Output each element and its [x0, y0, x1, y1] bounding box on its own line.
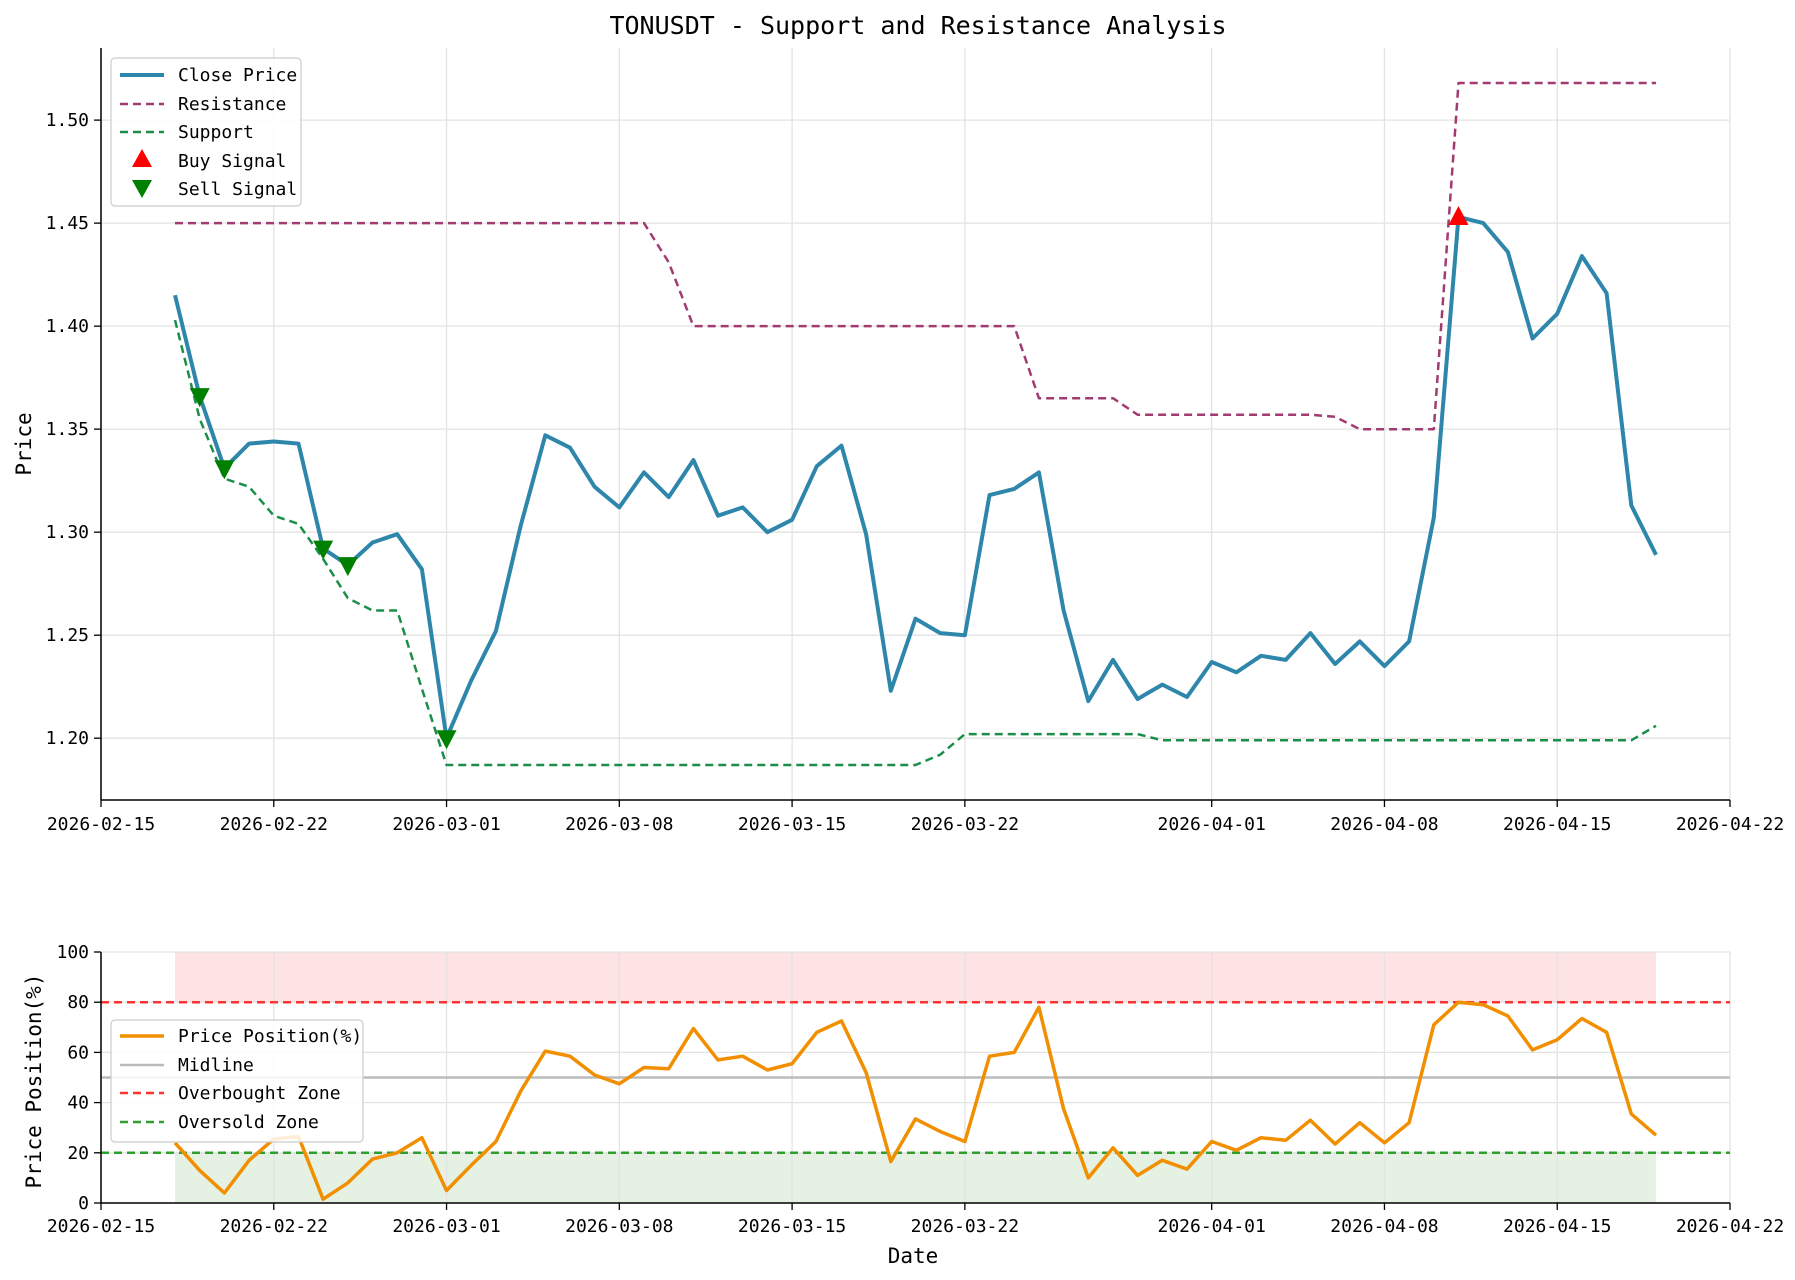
legend-price-position: Price Position(%): [178, 1026, 362, 1047]
legend-resistance: Resistance: [178, 94, 286, 115]
price-y-tick-label: 1.25: [46, 625, 89, 646]
position-y-axis-label: Price Position(%): [22, 974, 46, 1189]
price-y-axis-label: Price: [12, 412, 36, 475]
position-y-tick-label: 40: [67, 1093, 89, 1114]
legend-buy-signal: Buy Signal: [178, 151, 286, 172]
position-x-tick-label: 2026-03-08: [565, 1216, 673, 1237]
price-x-tick-label: 2026-04-01: [1157, 814, 1265, 835]
chart-title: TONUSDT - Support and Resistance Analysi…: [609, 11, 1226, 40]
price-y-tick-label: 1.35: [46, 419, 89, 440]
price-y-tick-label: 1.40: [46, 316, 89, 337]
price-x-tick-label: 2026-02-22: [220, 814, 328, 835]
sell-signal-marker: [337, 557, 358, 577]
sell-signal-marker: [313, 540, 334, 560]
legend-sell-signal: Sell Signal: [178, 179, 297, 200]
position-x-tick-label: 2026-04-01: [1157, 1216, 1265, 1237]
buy-signal-marker: [1448, 205, 1469, 225]
zone-band: [175, 952, 1656, 1003]
price-legend: Close Price Resistance Support Buy Signa…: [110, 57, 302, 207]
position-x-tick-label: 2026-04-15: [1503, 1216, 1611, 1237]
position-y-tick-label: 0: [78, 1193, 89, 1214]
price-x-tick-label: 2026-03-08: [565, 814, 673, 835]
position-legend: Price Position(%) Midline Overbought Zon…: [110, 1019, 364, 1143]
series-close-price: [173, 214, 1658, 741]
sell-signal-marker: [189, 388, 210, 408]
position-x-tick-label: 2026-03-01: [392, 1216, 500, 1237]
position-panel: 2026-02-15 2026-02-22 2026-03-01 2026-03-08…: [22, 942, 1784, 1268]
legend-sell-signal-icon: [132, 180, 152, 198]
signal-markers: [189, 205, 1469, 750]
price-x-tick-label: 2026-04-08: [1330, 814, 1438, 835]
price-x-tick-label: 2026-03-22: [911, 814, 1019, 835]
zone-band: [175, 1152, 1656, 1203]
price-y-tick-label: 1.20: [46, 728, 89, 749]
position-y-tick-label: 80: [67, 992, 89, 1013]
sell-signal-marker: [436, 730, 457, 750]
legend-close-price: Close Price: [178, 65, 297, 86]
price-x-tick-label: 2026-04-15: [1503, 814, 1611, 835]
price-x-tick-label: 2026-04-22: [1676, 814, 1784, 835]
position-x-tick-label: 2026-04-22: [1676, 1216, 1784, 1237]
position-x-tick-label: 2026-04-08: [1330, 1216, 1438, 1237]
position-x-tick-label: 2026-03-22: [911, 1216, 1019, 1237]
legend-buy-signal-icon: [132, 149, 152, 167]
series-resistance: [175, 81, 1656, 431]
price-axes: 2026-02-15 2026-02-22 2026-03-01 2026-03-08…: [46, 48, 1784, 835]
position-y-tick-label: 100: [56, 942, 89, 963]
position-series: [101, 1000, 1730, 1201]
position-axes: 2026-02-15 2026-02-22 2026-03-01 2026-03-08…: [47, 942, 1784, 1237]
position-x-tick-label: 2026-03-15: [738, 1216, 846, 1237]
legend-midline: Midline: [178, 1055, 254, 1076]
price-x-tick-label: 2026-02-15: [47, 814, 155, 835]
position-x-axis-label: Date: [888, 1244, 939, 1268]
position-x-tick-label: 2026-02-15: [47, 1216, 155, 1237]
price-panel: 2026-02-15 2026-02-22 2026-03-01 2026-03-08…: [12, 48, 1784, 835]
price-y-tick-label: 1.30: [46, 522, 89, 543]
price-x-tick-label: 2026-03-01: [392, 814, 500, 835]
legend-overbought: Overbought Zone: [178, 1083, 341, 1104]
position-y-tick-label: 60: [67, 1042, 89, 1063]
position-y-tick-label: 20: [67, 1143, 89, 1164]
sell-signal-marker: [214, 460, 235, 480]
position-zones: [175, 952, 1656, 1203]
series-price-position: [173, 1000, 1658, 1201]
legend-oversold: Oversold Zone: [178, 1112, 319, 1133]
price-x-tick-label: 2026-03-15: [738, 814, 846, 835]
price-series: [173, 81, 1658, 767]
legend-support: Support: [178, 122, 254, 143]
series-support: [173, 319, 1657, 767]
position-x-tick-label: 2026-02-22: [220, 1216, 328, 1237]
price-grid: [100, 48, 1731, 800]
price-y-tick-label: 1.45: [46, 213, 89, 234]
price-y-tick-label: 1.50: [46, 110, 89, 131]
